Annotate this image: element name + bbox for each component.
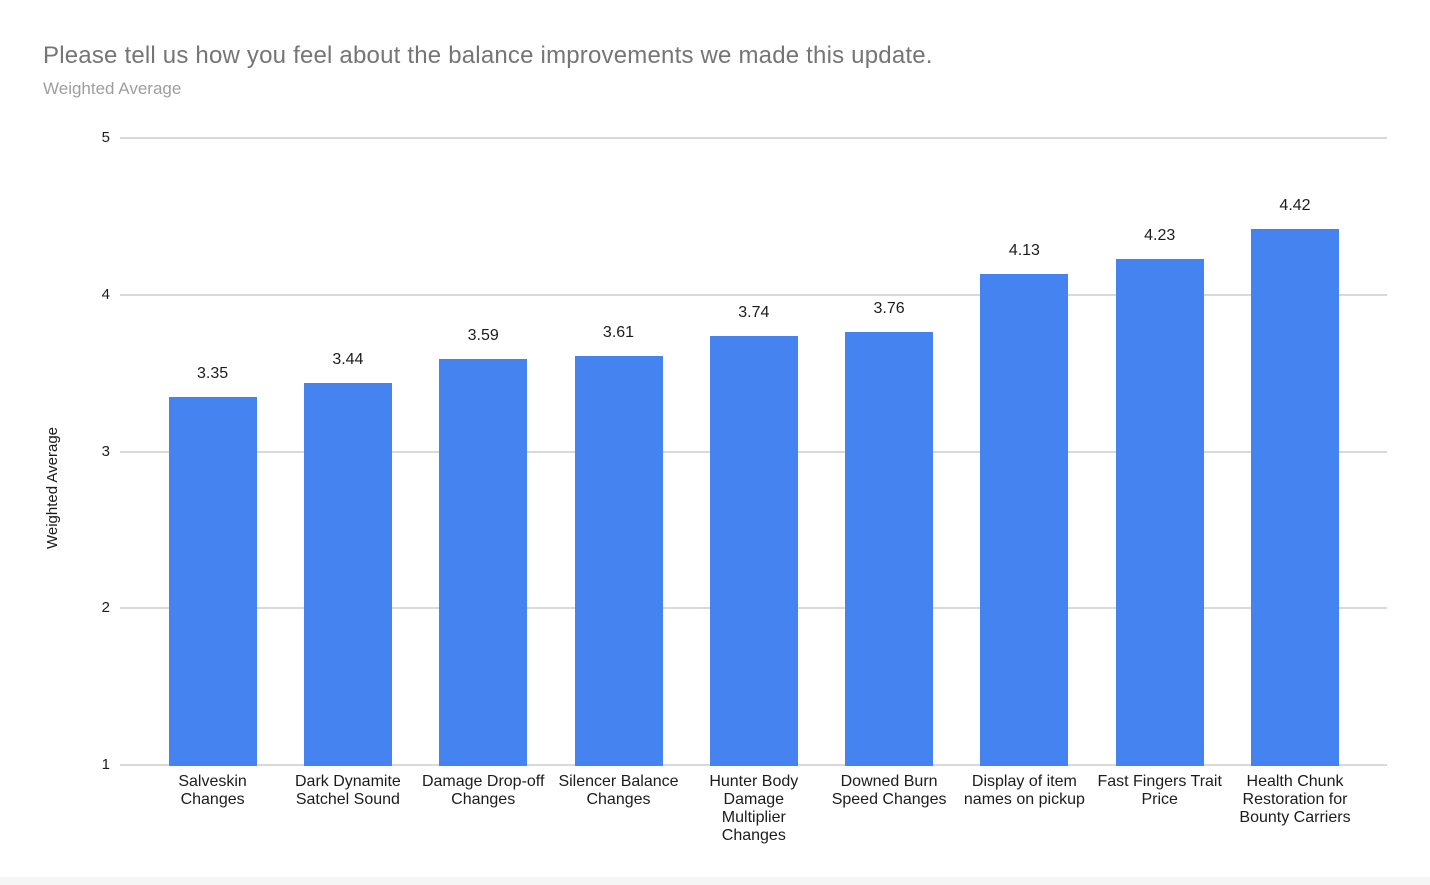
bar-value-label: 3.74 [738,303,770,321]
gridline [120,137,1387,139]
y-tick-label: 3 [101,442,110,460]
category-label: Dark Dynamite Satchel Sound [294,773,401,808]
bar-value-label: 3.44 [332,350,364,368]
gridline [120,293,1387,296]
bar-value-label: 4.13 [1008,242,1040,260]
category-label: Silencer Balance Changes [558,773,679,808]
y-tick-label: 4 [101,285,110,303]
bar-value-label: 3.61 [602,323,635,341]
bar [168,396,257,766]
category-label: Damage Drop-off Changes [421,773,545,808]
footer-strip [0,877,1430,885]
category-label: Fast Fingers Trait Price [1097,773,1222,808]
category-label: Salveskin Changes [178,773,247,808]
bar [1115,258,1204,766]
category-label: Display of item names on pickup [963,773,1085,808]
bar-value-label: 3.35 [197,364,229,382]
bar [709,335,798,766]
y-tick-label: 1 [101,756,110,773]
bar [845,332,934,766]
bar [303,382,392,766]
bar [980,274,1069,766]
category-label: Downed Burn Speed Changes [831,773,947,808]
y-tick-label: 5 [101,129,110,146]
bar-value-label: 4.42 [1279,196,1311,214]
bar [439,359,528,766]
bar [1251,228,1339,766]
bar [574,355,663,766]
y-axis-title: Weighted Average [44,426,61,550]
bar-value-label: 4.23 [1144,226,1176,244]
category-label: Health Chunk Restoration for Bounty Carr… [1239,773,1351,826]
chart-subtitle: Weighted Average [43,79,182,98]
bar-value-label: 3.59 [467,327,499,345]
bar-value-label: 3.76 [873,300,905,318]
chart-title: Please tell us how you feel about the ba… [43,42,933,69]
y-tick-label: 2 [101,599,110,617]
category-label: Hunter Body Damage Multiplier Changes [709,773,799,844]
